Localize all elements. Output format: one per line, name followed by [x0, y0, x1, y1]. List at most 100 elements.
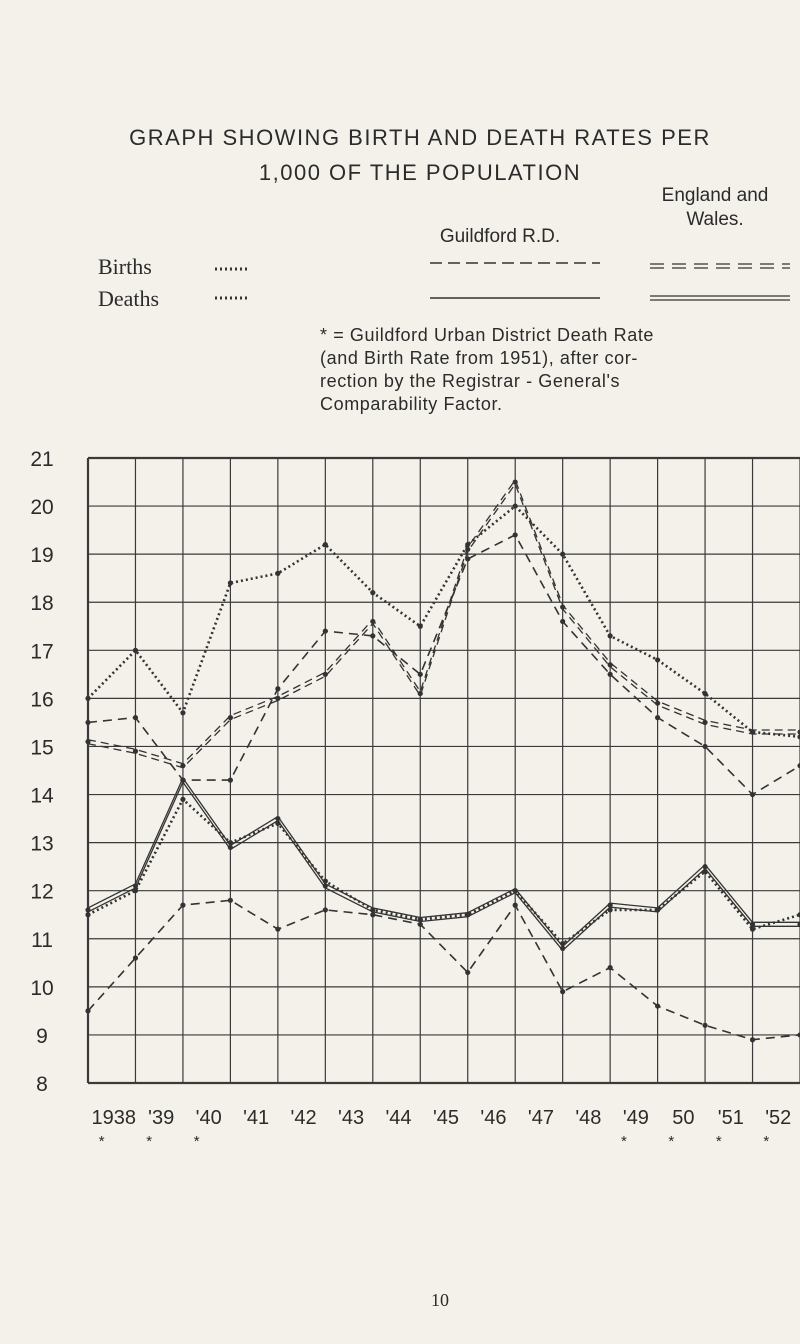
data-point [797, 763, 800, 769]
data-point [132, 715, 139, 721]
data-point [275, 686, 281, 692]
x-tick-asterisk: * [716, 1133, 722, 1150]
data-point [132, 748, 139, 754]
data-point [417, 623, 423, 629]
data-point [322, 541, 328, 548]
footnote-comparability: * = Guildford Urban District Death Rate … [320, 324, 800, 416]
series-path [87, 479, 800, 765]
y-tick-label: 14 [30, 785, 54, 808]
data-point [560, 618, 566, 625]
chart-title-line1: GRAPH SHOWING BIRTH AND DEATH RATES PER [129, 124, 711, 150]
data-point [417, 671, 423, 677]
data-point [180, 763, 186, 769]
data-point [370, 912, 376, 918]
legend-column-england-line2: Wales. [686, 209, 744, 230]
x-tick-label: '39 [148, 1107, 174, 1129]
y-axis-ticks: 21 20 19 18 17 16 15 14 13 12 11 10 9 8 [30, 448, 54, 1096]
series-line-births-2 [85, 479, 800, 769]
x-tick-label: '52 [765, 1107, 791, 1129]
x-tick-asterisk: * [763, 1133, 769, 1150]
data-point [797, 912, 800, 918]
data-point [227, 777, 233, 783]
x-tick-asterisk: * [146, 1133, 152, 1150]
data-point [607, 965, 613, 971]
data-point [560, 604, 566, 610]
data-point [132, 955, 139, 961]
x-tick-label: '40 [196, 1107, 222, 1129]
x-tick-label: '44 [385, 1107, 411, 1129]
chart-title-line2: 1,000 OF THE POPULATION [258, 159, 582, 185]
data-point [132, 888, 139, 894]
data-point [465, 969, 471, 976]
data-point [749, 1037, 756, 1043]
x-tick-label: '47 [528, 1107, 554, 1129]
data-point [749, 921, 756, 927]
y-tick-label: 15 [30, 736, 53, 759]
y-tick-label: 21 [30, 448, 53, 471]
data-point [180, 796, 186, 802]
data-point [560, 551, 566, 557]
data-point [607, 662, 613, 668]
data-point [797, 1032, 800, 1038]
data-point [227, 844, 233, 851]
data-point [655, 1003, 661, 1009]
data-point [702, 719, 708, 726]
data-point [702, 1022, 708, 1028]
x-tick-label: 1938 [91, 1107, 136, 1129]
x-tick-label: '48 [575, 1107, 601, 1129]
data-point [560, 989, 566, 995]
series-path [87, 534, 800, 796]
data-point [180, 777, 186, 783]
data-point [370, 618, 376, 625]
y-tick-label: 18 [30, 592, 53, 615]
data-point [797, 734, 800, 740]
x-tick-label: '51 [718, 1107, 744, 1129]
data-point [797, 729, 800, 735]
data-point [749, 729, 756, 735]
x-axis-ticks: 1938 * '39 * '40 * '41 '42 '43 '44 '45 '46 '47 '48 '49… [91, 1107, 791, 1150]
data-point [370, 590, 376, 596]
data-point [180, 902, 186, 908]
y-tick-label: 8 [36, 1073, 48, 1096]
x-tick-asterisk: * [99, 1133, 105, 1150]
data-point [702, 690, 708, 697]
data-point [85, 695, 91, 701]
y-tick-label: 11 [31, 929, 53, 952]
x-tick-asterisk: * [194, 1133, 200, 1150]
data-point [275, 926, 281, 932]
data-point [417, 690, 423, 697]
x-tick-label: 50 [672, 1107, 694, 1129]
series-path [87, 798, 800, 945]
data-point [85, 719, 91, 726]
series-line-deaths-4 [85, 897, 800, 1043]
data-point [465, 546, 471, 552]
legend-samples [215, 262, 790, 301]
data-point [512, 503, 518, 509]
x-tick-asterisk: * [621, 1133, 627, 1150]
data-point [702, 743, 708, 750]
data-point [512, 888, 518, 894]
data-point [607, 671, 613, 677]
data-point [607, 633, 613, 639]
series-path [87, 899, 800, 1041]
y-tick-label: 20 [30, 496, 53, 519]
data-point [417, 921, 423, 927]
data-point [702, 864, 708, 870]
data-point [655, 657, 661, 663]
data-point [275, 570, 281, 576]
chart-grid [86, 456, 800, 1085]
data-point [465, 541, 471, 548]
x-tick-label: '42 [291, 1107, 317, 1129]
data-point [275, 815, 281, 822]
y-tick-label: 10 [30, 977, 53, 1000]
data-point [322, 671, 328, 677]
x-tick-asterisk: * [668, 1133, 674, 1150]
data-point [512, 902, 518, 908]
data-point [417, 916, 423, 923]
data-point [465, 556, 471, 562]
data-point [132, 647, 139, 653]
series-path [87, 504, 800, 739]
data-point [322, 628, 328, 634]
x-tick-label: '45 [433, 1107, 459, 1129]
